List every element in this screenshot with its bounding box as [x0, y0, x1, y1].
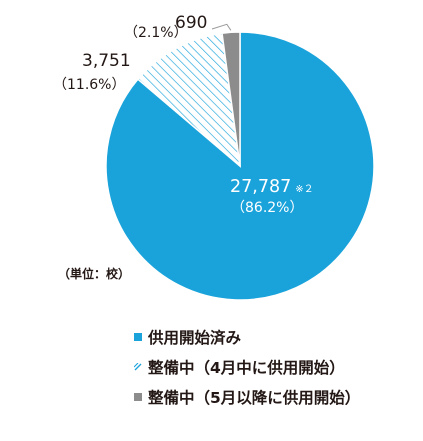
legend-item-completed: 供用開始済み	[134, 322, 360, 352]
legend-swatch-hatch	[134, 363, 142, 371]
legend-swatch-solid	[134, 333, 142, 341]
pie-chart: 27,787 ※２（86.2%）3,751（11.6%）（2.1%）690（単位：…	[53, 13, 375, 301]
data-label-note: ※２	[295, 184, 313, 195]
pie-slice-2	[221, 31, 241, 167]
legend-label: 整備中（4月中に供用開始）	[148, 359, 345, 377]
legend-swatch-gray	[134, 393, 142, 401]
data-label-value: 3,751	[82, 51, 131, 71]
data-label-percent: （11.6%）	[53, 77, 125, 93]
legend: 供用開始済み 整備中（4月中に供用開始） 整備中（5月以降に供用開始）	[134, 322, 360, 412]
legend-label: 供用開始済み	[148, 329, 242, 347]
pie-slice-1	[136, 32, 242, 168]
leader-line	[211, 23, 232, 31]
data-label-percent: （86.2%）	[231, 200, 303, 216]
data-label-percent: （2.1%）	[124, 25, 188, 41]
legend-item-april: 整備中（4月中に供用開始）	[134, 352, 360, 382]
legend-label: 整備中（5月以降に供用開始）	[148, 389, 361, 407]
data-label-value: 690	[175, 13, 207, 33]
legend-item-may: 整備中（5月以降に供用開始）	[134, 382, 360, 412]
unit-note: （単位：校）	[58, 266, 130, 281]
